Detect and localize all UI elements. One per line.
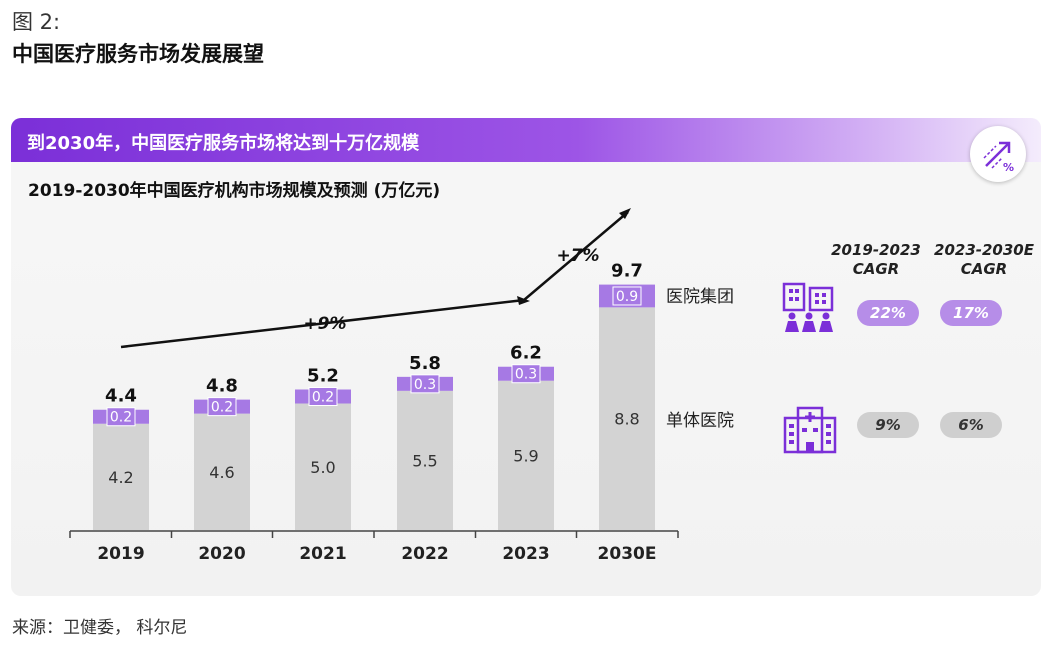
bar-single-hospital (397, 390, 453, 530)
bar-single-value-label: 5.9 (513, 446, 538, 465)
figure-title: 中国医疗服务市场发展展望 (12, 42, 264, 66)
bar-group-label-box (511, 364, 541, 384)
headline-banner (11, 118, 1041, 162)
bar-single-value-label: 8.8 (614, 410, 639, 429)
bar-group-value-label: 0.2 (110, 410, 132, 426)
x-tick-label: 2019 (97, 544, 144, 564)
bar-group-value-label: 0.9 (616, 289, 638, 305)
cagr-single-2023-2030: 6% (940, 412, 1002, 438)
x-tick-label: 2022 (401, 544, 448, 564)
source-note: 来源：卫健委， 科尔尼 (12, 618, 188, 638)
bar-group-label-box (410, 374, 440, 394)
bar-single-hospital (599, 307, 655, 530)
figure-label: 图 2: (12, 10, 61, 34)
bar-total-label: 5.2 (307, 366, 339, 387)
x-tick-label: 2023 (502, 544, 549, 564)
bar-group-label-box (612, 286, 642, 306)
bar-total-label: 6.2 (510, 343, 542, 364)
cagr-header-2019-2023: 2019-2023 CAGR (816, 241, 936, 279)
svg-text:%: % (1003, 161, 1014, 174)
bar-group-value-label: 0.3 (414, 377, 436, 393)
legend-label-group: 医院集团 (666, 287, 734, 307)
cagr-group-2023-2030: 17% (940, 300, 1002, 326)
cagr-header-label: CAGR (852, 260, 900, 278)
hospital-group-icon (782, 282, 834, 332)
bar-group-label-box (106, 407, 136, 427)
bar-single-hospital (194, 413, 250, 530)
bar-single-hospital (93, 423, 149, 530)
cagr-header-period: 2019-2023 (831, 241, 921, 259)
bar-total-label: 5.8 (409, 353, 441, 374)
bar-group-value-label: 0.3 (515, 367, 537, 383)
chart-title: 2019-2030年中国医疗机构市场规模及预测 (万亿元) (28, 181, 441, 201)
trend-label-2023-2030: +7% (556, 246, 599, 266)
bar-group-label-box (207, 397, 237, 417)
bar-single-value-label: 4.2 (108, 468, 133, 487)
trend-arrowhead-1 (517, 296, 530, 305)
x-tick-label: 2030E (598, 544, 657, 564)
x-tick-label: 2021 (299, 544, 346, 564)
trend-line (120, 211, 629, 349)
bar-single-value-label: 5.5 (412, 451, 437, 470)
bar-single-hospital (295, 403, 351, 530)
cagr-single-2019-2023: 9% (857, 412, 919, 438)
growth-arrow-icon: % (983, 141, 1014, 174)
bar-group-value-label: 0.2 (312, 390, 334, 406)
growth-badge: % (970, 126, 1026, 182)
bar-group-value-label: 0.2 (211, 400, 233, 416)
bar-single-hospital (498, 380, 554, 530)
bar-total-label: 9.7 (611, 261, 643, 282)
bar-total-label: 4.4 (105, 386, 137, 407)
bar-group-label-box (308, 387, 338, 406)
single-hospital-icon (783, 406, 837, 454)
x-tick-label: 2020 (198, 544, 245, 564)
bar-single-value-label: 4.6 (209, 463, 234, 482)
bar-single-value-label: 5.0 (310, 458, 335, 477)
cagr-header-period: 2023-2030E (934, 241, 1034, 259)
trend-label-2019-2023: +9% (303, 314, 346, 334)
trend-arrowhead-2 (619, 208, 631, 219)
cagr-header-label: CAGR (960, 260, 1008, 278)
bar-total-label: 4.8 (206, 376, 238, 397)
legend-label-single: 单体医院 (666, 411, 734, 431)
cagr-header-2023-2030: 2023-2030E CAGR (924, 241, 1044, 279)
headline-text: 到2030年，中国医疗服务市场将达到十万亿规模 (27, 133, 420, 154)
cagr-group-2019-2023: 22% (857, 300, 919, 326)
